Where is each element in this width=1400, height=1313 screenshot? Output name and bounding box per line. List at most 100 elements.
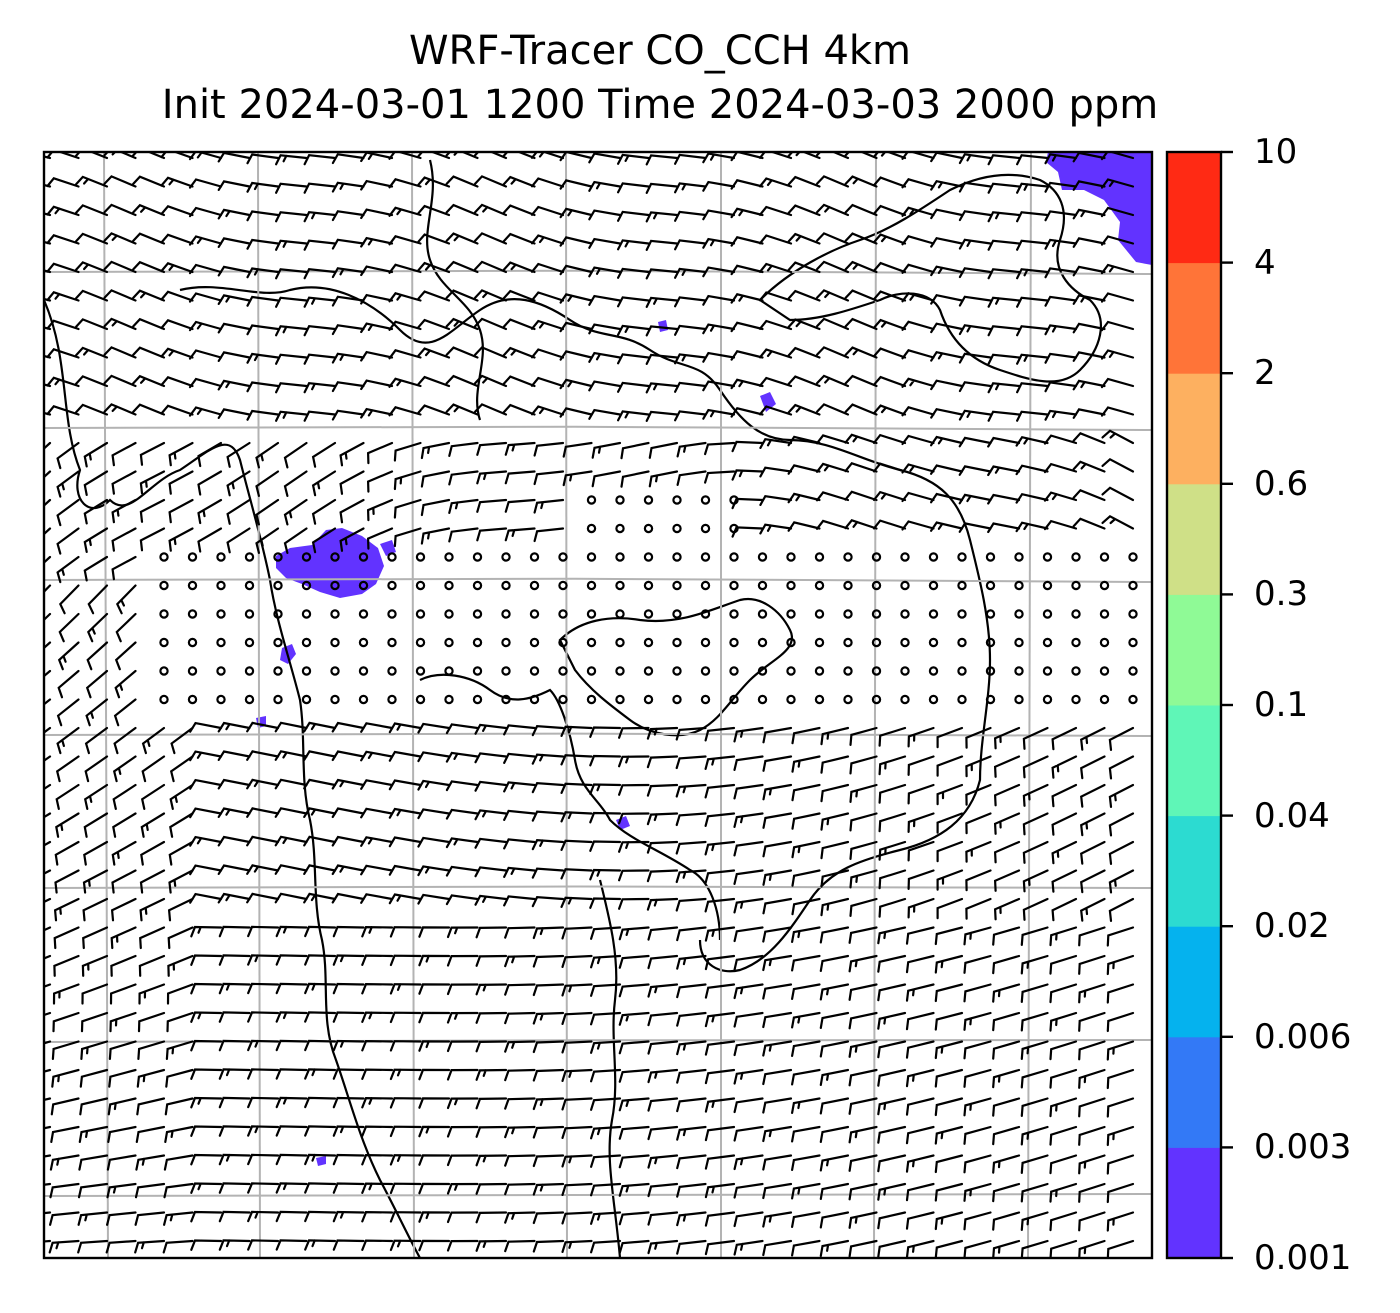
wind-barb xyxy=(75,261,109,274)
wind-barb xyxy=(103,403,137,416)
wind-barb xyxy=(226,441,251,468)
wind-barb xyxy=(54,840,80,866)
wind-barb xyxy=(762,1011,793,1029)
wind-barb xyxy=(303,211,337,223)
calm-wind-marker xyxy=(643,637,654,648)
wind-barb xyxy=(360,807,394,819)
wind-barb xyxy=(844,433,878,445)
wind-barb xyxy=(674,353,707,365)
colorbar-segment xyxy=(1167,815,1221,927)
wind-barb xyxy=(140,783,166,810)
wind-barb xyxy=(1051,783,1078,808)
wind-barb xyxy=(901,320,935,331)
wind-barb xyxy=(81,983,109,1005)
wind-barb xyxy=(1100,406,1135,417)
meridian-4 xyxy=(565,152,568,1258)
wind-barb xyxy=(132,203,166,217)
colorbar-segment xyxy=(1167,1147,1221,1259)
wind-barb xyxy=(57,669,80,699)
wind-barb xyxy=(819,983,850,1001)
wind-barb xyxy=(958,436,992,448)
wind-barb xyxy=(878,726,907,747)
wind-barb xyxy=(993,840,1021,864)
wind-barb xyxy=(787,435,821,447)
wind-barb xyxy=(648,470,679,488)
wind-barb xyxy=(168,527,194,552)
wind-barb xyxy=(848,1068,878,1087)
wind-barb xyxy=(963,1011,992,1031)
wind-barb xyxy=(474,809,508,821)
calm-wind-marker xyxy=(444,609,454,619)
wind-barb xyxy=(758,205,793,217)
wind-barb xyxy=(303,325,337,337)
wind-barb xyxy=(958,210,992,222)
calm-wind-marker xyxy=(187,666,198,676)
wind-barb xyxy=(1015,492,1049,504)
wind-barb xyxy=(190,982,223,995)
wind-barb xyxy=(815,519,850,530)
wind-barb xyxy=(1044,295,1078,307)
wind-barb xyxy=(733,812,764,828)
wind-barb xyxy=(218,1239,251,1251)
wind-barb xyxy=(446,1211,479,1224)
wind-barb xyxy=(247,1125,280,1137)
wind-barb xyxy=(1106,954,1135,976)
calm-wind-marker xyxy=(672,495,682,505)
wind-barb xyxy=(878,869,907,890)
wind-barb xyxy=(1078,983,1106,1004)
wind-barb xyxy=(901,178,935,189)
wind-barb xyxy=(417,751,451,763)
wind-barb xyxy=(1080,726,1106,751)
wind-barb xyxy=(816,203,850,217)
calm-wind-marker xyxy=(387,666,397,676)
wind-barb xyxy=(218,954,251,966)
wind-barb xyxy=(530,262,565,274)
wind-barb xyxy=(361,954,394,966)
calm-wind-marker xyxy=(985,609,996,619)
wind-barb xyxy=(618,983,650,998)
wind-barb xyxy=(1044,324,1078,336)
calm-wind-marker xyxy=(615,495,625,505)
wind-barb xyxy=(190,1068,223,1080)
wind-barb xyxy=(141,726,166,755)
wind-barb xyxy=(562,441,593,458)
calm-wind-marker xyxy=(586,495,597,505)
wind-barb xyxy=(163,1182,194,1199)
wind-barb xyxy=(360,208,394,220)
wind-barb xyxy=(474,780,508,792)
wind-barb xyxy=(445,865,479,877)
wind-barb xyxy=(844,519,878,530)
wind-barb xyxy=(331,153,365,165)
wind-barb xyxy=(648,441,679,459)
wind-barb xyxy=(217,351,251,362)
wind-barb xyxy=(646,783,679,797)
wind-barb xyxy=(905,1154,935,1173)
wind-barb xyxy=(46,262,80,274)
gridline-layer xyxy=(44,152,1152,1258)
wind-barb xyxy=(704,869,736,884)
calm-wind-marker xyxy=(757,552,768,562)
wind-barb xyxy=(255,498,280,526)
wind-barb xyxy=(56,527,80,555)
wind-barb xyxy=(934,1068,964,1088)
wind-barb xyxy=(420,527,451,545)
wind-barb xyxy=(56,498,80,527)
colorbar-segments xyxy=(1167,152,1221,1259)
wind-barb xyxy=(246,778,280,790)
calm-wind-marker xyxy=(358,637,369,648)
wind-barb xyxy=(283,470,308,497)
wind-barb xyxy=(388,206,422,217)
wind-barb xyxy=(758,262,793,274)
wind-barb xyxy=(46,234,80,245)
wind-barb xyxy=(1080,840,1106,865)
wind-barb xyxy=(304,1011,337,1023)
wind-barb xyxy=(762,1125,793,1143)
wind-barb xyxy=(361,1182,394,1194)
wind-barb xyxy=(388,320,422,331)
wind-barb xyxy=(1080,755,1106,780)
wind-barb xyxy=(1022,755,1049,779)
wind-barb xyxy=(877,926,907,945)
wind-barb xyxy=(75,346,109,359)
wind-barb xyxy=(218,1096,251,1109)
